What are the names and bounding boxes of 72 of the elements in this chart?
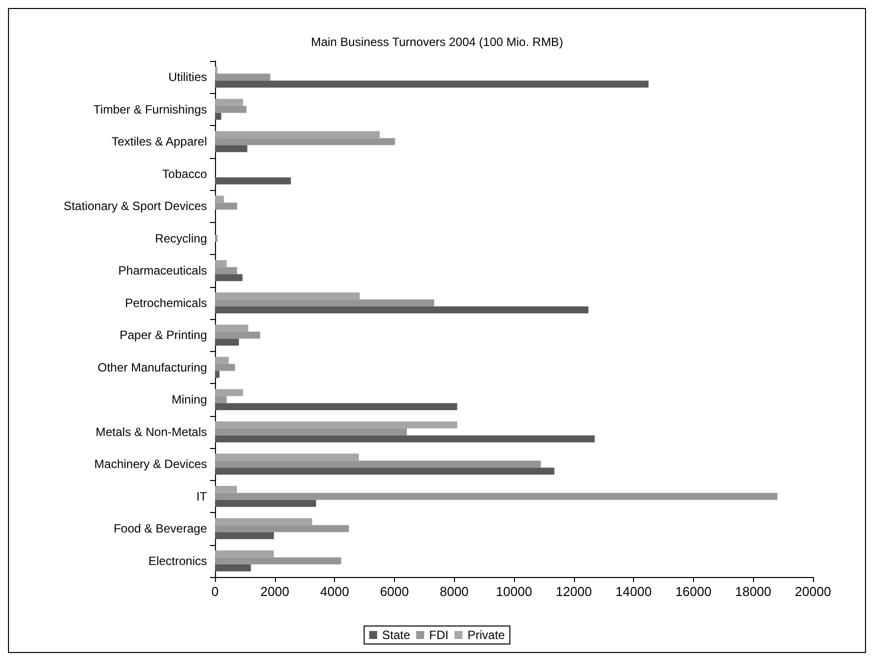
bar bbox=[215, 80, 649, 88]
y-tick-label: Utilities bbox=[168, 70, 207, 84]
bar bbox=[215, 324, 248, 332]
bar bbox=[215, 196, 224, 203]
x-tick-label: 12000 bbox=[556, 584, 592, 599]
bar bbox=[215, 260, 227, 268]
x-tick-label: 8000 bbox=[440, 584, 469, 599]
y-tick-label: Stationary & Sport Devices bbox=[64, 199, 207, 214]
y-tick-label: Paper & Printing bbox=[120, 328, 207, 342]
bar bbox=[215, 364, 236, 371]
bar bbox=[215, 518, 312, 526]
x-tick-label: 18000 bbox=[735, 584, 772, 599]
bar bbox=[215, 112, 222, 120]
chart-title: Main Business Turnovers 2004 (100 Mio. RMB) bbox=[310, 35, 564, 49]
bar bbox=[215, 500, 316, 507]
bar bbox=[215, 460, 541, 468]
y-tick-label: Other Manufacturing bbox=[98, 360, 207, 374]
bar bbox=[215, 557, 342, 564]
bar bbox=[215, 332, 260, 339]
y-tick-label: Petrochemicals bbox=[124, 296, 207, 310]
bar bbox=[215, 370, 220, 378]
bar bbox=[215, 131, 380, 138]
bar bbox=[215, 435, 595, 442]
y-tick-label: Timber & Furnishings bbox=[93, 102, 207, 116]
bar bbox=[215, 74, 270, 81]
bar bbox=[215, 299, 434, 306]
x-tick-label: 14000 bbox=[616, 584, 652, 599]
legend-label: FDI bbox=[429, 628, 449, 642]
bar bbox=[215, 306, 588, 314]
y-tick-label: Food & Beverage bbox=[114, 522, 208, 536]
y-tick-label: IT bbox=[196, 489, 208, 504]
bar bbox=[215, 292, 360, 300]
y-tick-label: Pharmaceuticals bbox=[118, 264, 207, 278]
bar bbox=[215, 564, 251, 572]
x-tick-label: 2000 bbox=[260, 584, 290, 599]
y-tick-label: Tobacco bbox=[162, 166, 208, 181]
bar bbox=[215, 532, 274, 540]
bar bbox=[215, 486, 237, 493]
x-tick-label: 0 bbox=[211, 584, 219, 599]
bar bbox=[215, 98, 244, 106]
bar bbox=[215, 338, 239, 346]
bar bbox=[215, 138, 395, 146]
bar bbox=[215, 274, 243, 282]
y-tick-label: Electronics bbox=[148, 554, 207, 568]
bar bbox=[215, 428, 407, 436]
x-tick-label: 10000 bbox=[496, 584, 532, 599]
bar bbox=[215, 421, 458, 428]
bar bbox=[215, 145, 248, 152]
x-tick-label: 6000 bbox=[380, 584, 409, 599]
bar bbox=[215, 389, 244, 396]
bar bbox=[215, 525, 349, 532]
x-tick-label: 20000 bbox=[794, 584, 832, 599]
bar bbox=[215, 492, 778, 500]
x-tick-label: 4000 bbox=[320, 584, 350, 599]
x-tick-label: 16000 bbox=[675, 584, 712, 599]
bar bbox=[215, 106, 246, 113]
bar bbox=[215, 468, 554, 475]
y-tick-label: Metals & Non-Metals bbox=[96, 424, 207, 439]
bar bbox=[215, 550, 274, 558]
bar bbox=[215, 356, 229, 364]
y-tick-label: Recycling bbox=[154, 231, 207, 246]
bar bbox=[215, 202, 238, 210]
bar bbox=[215, 267, 238, 274]
y-tick-label: Machinery & Devices bbox=[94, 457, 207, 472]
bar bbox=[215, 454, 359, 461]
bar bbox=[215, 396, 227, 404]
bar bbox=[215, 177, 291, 184]
y-tick-label: Mining bbox=[172, 392, 207, 407]
legend-label: State bbox=[382, 628, 410, 642]
legend-label: Private bbox=[468, 628, 506, 642]
bar bbox=[215, 403, 458, 410]
y-tick-label: Textiles & Apparel bbox=[112, 134, 207, 149]
